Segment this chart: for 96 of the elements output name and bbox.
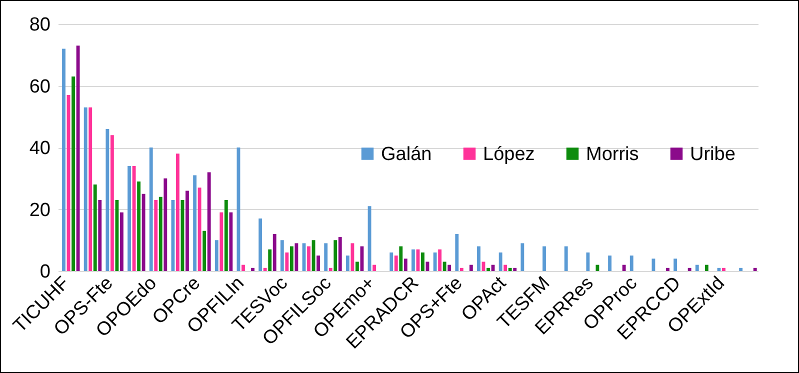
bar <box>132 166 136 271</box>
bar <box>229 212 233 271</box>
bar <box>438 249 442 271</box>
bar <box>307 246 310 271</box>
bar <box>220 212 224 271</box>
bar <box>722 268 726 271</box>
bar <box>630 256 634 271</box>
y-tick-label: 0 <box>40 262 50 282</box>
bar <box>62 48 66 271</box>
bar <box>93 184 97 271</box>
bar <box>106 128 110 271</box>
bar <box>355 262 359 271</box>
bar <box>455 234 459 271</box>
bar <box>390 252 394 271</box>
bar <box>115 200 119 271</box>
y-tick-label: 20 <box>29 200 50 221</box>
bar <box>290 246 294 271</box>
bar <box>193 175 197 271</box>
bar <box>98 200 102 271</box>
bar <box>88 107 92 271</box>
bar <box>695 264 699 271</box>
bar <box>328 268 332 271</box>
bar <box>596 264 600 271</box>
bar <box>704 264 708 271</box>
bar <box>154 200 158 271</box>
y-tick-label: 80 <box>29 14 50 36</box>
bar <box>498 252 502 271</box>
bar <box>242 264 245 271</box>
bar <box>508 268 512 271</box>
legend-label: Morris <box>586 144 639 165</box>
legend-label: López <box>483 144 535 165</box>
bar <box>214 240 218 271</box>
bar <box>120 212 124 271</box>
bar <box>520 243 524 271</box>
bar <box>316 256 320 271</box>
y-tick-label: 60 <box>29 76 50 98</box>
bar <box>149 148 153 271</box>
bar <box>350 243 354 271</box>
bar <box>564 246 568 271</box>
y-tick-label: 40 <box>29 138 50 159</box>
bar <box>753 268 757 271</box>
bar <box>513 268 517 271</box>
bar <box>84 107 88 271</box>
bar <box>739 268 743 271</box>
bar <box>202 230 206 271</box>
bar <box>372 264 376 271</box>
bar <box>652 258 656 271</box>
bar <box>198 188 202 271</box>
bar <box>399 246 403 271</box>
bar <box>338 237 342 271</box>
bar <box>460 268 464 271</box>
bar <box>285 252 289 271</box>
bar <box>666 268 670 271</box>
bar <box>186 190 189 271</box>
bar <box>486 268 490 271</box>
bar <box>448 264 452 271</box>
bar <box>442 262 446 271</box>
bar <box>674 258 678 271</box>
bar <box>469 264 473 271</box>
bar <box>171 200 175 271</box>
legend-label: Galán <box>381 144 432 165</box>
bar <box>176 154 180 271</box>
bar <box>272 234 276 271</box>
bar <box>128 166 131 271</box>
bar <box>258 218 262 271</box>
bar <box>404 258 408 271</box>
bar <box>142 194 146 271</box>
bar <box>622 264 626 271</box>
bar <box>586 252 590 271</box>
bar <box>280 240 284 271</box>
bar <box>207 172 211 271</box>
bar <box>411 249 415 271</box>
bar <box>504 264 508 271</box>
bar <box>426 262 430 271</box>
bar <box>608 256 612 271</box>
bar <box>477 246 480 271</box>
bar <box>263 268 267 271</box>
bar <box>268 249 272 271</box>
bar <box>158 196 162 271</box>
bar <box>394 256 398 271</box>
bar <box>324 243 328 271</box>
bar <box>72 76 75 271</box>
bar <box>421 252 424 271</box>
legend-label: Uribe <box>690 144 736 165</box>
bar <box>294 243 298 271</box>
bar <box>164 178 168 271</box>
bar <box>137 181 141 271</box>
bar <box>482 262 486 271</box>
bar <box>224 200 228 271</box>
bar <box>688 268 692 271</box>
bar <box>542 246 546 271</box>
bar <box>346 256 350 271</box>
bar <box>334 240 338 271</box>
bar <box>251 268 254 271</box>
bar <box>110 135 114 271</box>
bar <box>433 252 437 271</box>
